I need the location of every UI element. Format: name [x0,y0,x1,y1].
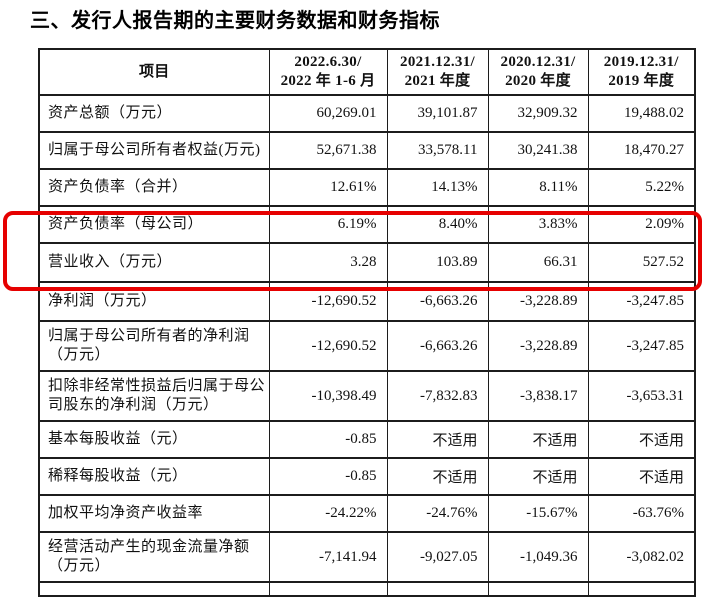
row-value: -3,082.02 [587,531,696,583]
table-row: 资产负债率（母公司） 6.19% 8.40% 3.83% 2.09% [38,205,696,244]
row-value: 3.28 [268,242,388,283]
row-label: 净利润（万元） [38,281,270,322]
row-value: -15.67% [487,494,589,533]
row-value: -0.85 [268,420,388,459]
row-value: -12,690.52 [268,281,388,322]
table-row: 营业收入（万元） 3.28 103.89 66.31 527.52 [38,242,696,283]
row-value: 33,578.11 [386,131,489,170]
row-value: 30,241.38 [487,131,589,170]
row-value: 8.11% [487,168,589,207]
row-value: -63.76% [587,494,696,533]
row-value: 527.52 [587,242,696,283]
period-column-header: 2020.12.31/2020 年度 [487,48,589,96]
row-value: 不适用 [386,457,489,496]
row-value: 不适用 [386,420,489,459]
row-label: 归属于母公司所有者权益(万元) [38,131,270,170]
row-value: -6,663.26 [386,281,489,322]
row-label: 资产负债率（母公司） [38,205,270,244]
table-row: 稀释每股收益（元） -0.85 不适用 不适用 不适用 [38,457,696,496]
table-header-row: 项目 2022.6.30/2022 年 1-6 月 2021.12.31/2021… [38,48,696,96]
table-row: 归属于母公司所有者的净利润 （万元） -12,690.52 -6,663.26 -3,2… [38,320,696,372]
row-label: 稀释每股收益（元） [38,457,270,496]
row-value: 103.89 [386,242,489,283]
row-label: 扣除非经常性损益后归属于母公 司股东的净利润（万元） [38,370,270,422]
row-value: 不适用 [587,420,696,459]
row-value: -24.76% [386,494,489,533]
period-column-header: 2019.12.31/2019 年度 [587,48,696,96]
row-value: -3,228.89 [487,281,589,322]
row-value: -3,247.85 [587,320,696,372]
row-value: -9,027.05 [386,531,489,583]
row-value: -3,653.31 [587,370,696,422]
row-value: 不适用 [487,420,589,459]
row-value: -1,049.36 [487,531,589,583]
row-value: -10,398.49 [268,370,388,422]
row-value: -7,141.94 [268,531,388,583]
row-value: 5.22% [587,168,696,207]
row-label: 基本每股收益（元） [38,420,270,459]
row-value: 3.83% [487,205,589,244]
row-value: 32,909.32 [487,94,589,133]
row-value: 52,671.38 [268,131,388,170]
row-value: 2.09% [587,205,696,244]
row-value: -0.85 [268,457,388,496]
row-value: 6.19% [268,205,388,244]
table-body: 资产总额（万元） 60,269.01 39,101.87 32,909.32 19,48… [38,94,696,597]
table-row: 扣除非经常性损益后归属于母公 司股东的净利润（万元） -10,398.49 -7,83… [38,370,696,422]
row-value: 14.13% [386,168,489,207]
row-value: -7,832.83 [386,370,489,422]
period-column-header: 2022.6.30/2022 年 1-6 月 [268,48,388,96]
table-row: 归属于母公司所有者权益(万元) 52,671.38 33,578.11 30,241.… [38,131,696,170]
row-label: 归属于母公司所有者的净利润 （万元） [38,320,270,372]
item-column-header: 项目 [38,48,270,96]
row-value: -12,690.52 [268,320,388,372]
page-title: 三、发行人报告期的主要财务数据和财务指标 [30,10,440,32]
table-row: 加权平均净资产收益率 -24.22% -24.76% -15.67% -63.76% [38,494,696,533]
row-value: 12.61% [268,168,388,207]
row-label: 资产负债率（合并） [38,168,270,207]
row-label: 营业收入（万元） [38,242,270,283]
row-value: 不适用 [487,457,589,496]
row-value: -3,247.85 [587,281,696,322]
row-label: 资产总额（万元） [38,94,270,133]
table-row: 经营活动产生的现金流量净额 （万元） -7,141.94 -9,027.05 -1,04… [38,531,696,583]
table-row: 净利润（万元） -12,690.52 -6,663.26 -3,228.89 -3,24… [38,281,696,322]
row-value: 19,488.02 [587,94,696,133]
row-value: -24.22% [268,494,388,533]
row-value: 66.31 [487,242,589,283]
row-value: 39,101.87 [386,94,489,133]
row-value: 60,269.01 [268,94,388,133]
row-label: 经营活动产生的现金流量净额 （万元） [38,531,270,583]
row-value: -3,228.89 [487,320,589,372]
partial-row [38,581,696,597]
period-column-header: 2021.12.31/2021 年度 [386,48,489,96]
row-value: 18,470.27 [587,131,696,170]
row-value: -6,663.26 [386,320,489,372]
table-row: 资产总额（万元） 60,269.01 39,101.87 32,909.32 19,48… [38,94,696,133]
row-value: 不适用 [587,457,696,496]
table-row: 基本每股收益（元） -0.85 不适用 不适用 不适用 [38,420,696,459]
financial-table: 项目 2022.6.30/2022 年 1-6 月 2021.12.31/2021… [38,48,696,597]
row-value: -3,838.17 [487,370,589,422]
row-value: 8.40% [386,205,489,244]
row-label: 加权平均净资产收益率 [38,494,270,533]
table-row: 资产负债率（合并） 12.61% 14.13% 8.11% 5.22% [38,168,696,207]
